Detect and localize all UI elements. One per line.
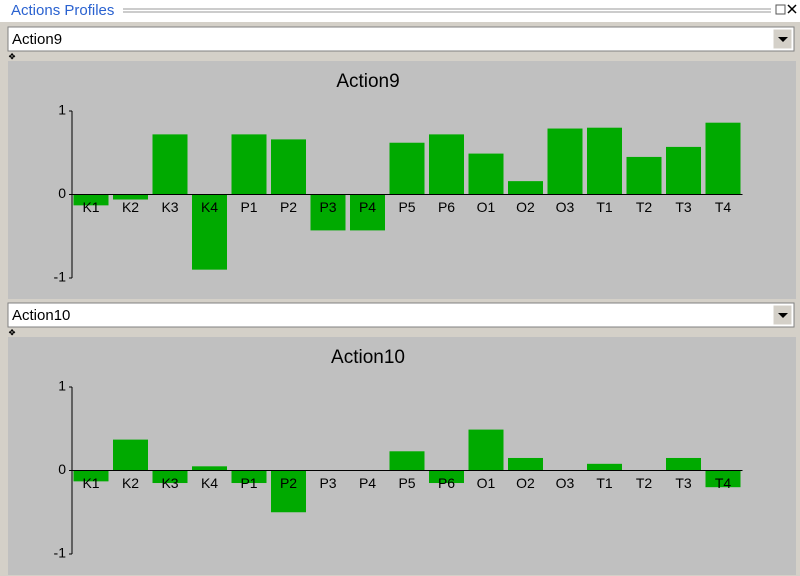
dropdown-text: Action9 bbox=[12, 31, 62, 48]
bar bbox=[113, 439, 148, 471]
x-tick-label: O2 bbox=[516, 199, 535, 215]
x-tick-label: O1 bbox=[477, 475, 496, 491]
bar bbox=[389, 451, 425, 471]
y-tick-label: 0 bbox=[58, 461, 66, 477]
y-tick-label: 1 bbox=[58, 378, 66, 394]
x-tick-label: T1 bbox=[596, 199, 613, 215]
bar bbox=[705, 470, 741, 488]
x-tick-label: O1 bbox=[477, 199, 496, 215]
x-tick-label: T3 bbox=[675, 199, 692, 215]
dropdown[interactable] bbox=[7, 302, 795, 328]
dropdown-text: Action10 bbox=[12, 307, 70, 324]
bar bbox=[429, 470, 464, 484]
x-tick-label: T4 bbox=[715, 475, 732, 491]
x-tick-label: P4 bbox=[359, 475, 376, 491]
splitter-icon: ❖ bbox=[8, 51, 16, 61]
x-tick-label: P3 bbox=[319, 475, 336, 491]
x-tick-label: P1 bbox=[240, 199, 257, 215]
maximize-button[interactable] bbox=[775, 4, 786, 15]
x-tick-label: K1 bbox=[82, 199, 99, 215]
dropdown[interactable] bbox=[7, 26, 795, 52]
bar bbox=[468, 429, 504, 471]
dropdown-arrow bbox=[778, 313, 788, 318]
bar bbox=[271, 139, 306, 195]
x-tick-label: P5 bbox=[398, 199, 415, 215]
window-title: Actions Profiles bbox=[11, 2, 114, 19]
x-tick-label: P4 bbox=[359, 199, 376, 215]
bar bbox=[666, 146, 701, 195]
x-tick-label: P3 bbox=[319, 199, 336, 215]
y-tick-label: -1 bbox=[54, 545, 67, 561]
x-tick-label: K4 bbox=[201, 475, 218, 491]
bar bbox=[389, 142, 425, 195]
bar bbox=[152, 470, 188, 484]
x-tick-label: P6 bbox=[438, 199, 455, 215]
bar bbox=[231, 134, 267, 195]
chart-title: Action10 bbox=[331, 347, 405, 368]
x-tick-label: P6 bbox=[438, 475, 455, 491]
x-tick-label: T2 bbox=[636, 475, 653, 491]
y-tick-label: 0 bbox=[58, 185, 66, 201]
x-tick-label: P1 bbox=[240, 475, 257, 491]
y-tick-label: 1 bbox=[58, 102, 66, 118]
bar bbox=[192, 194, 227, 270]
x-tick-label: K3 bbox=[161, 199, 178, 215]
x-tick-label: O3 bbox=[556, 475, 575, 491]
bar bbox=[508, 181, 543, 195]
x-tick-label: P5 bbox=[398, 475, 415, 491]
x-tick-label: P2 bbox=[280, 475, 297, 491]
bar bbox=[113, 194, 148, 200]
bar bbox=[587, 127, 622, 195]
x-tick-label: O2 bbox=[516, 475, 535, 491]
y-tick-label: -1 bbox=[54, 269, 67, 285]
bar bbox=[626, 156, 662, 195]
chart-title: Action9 bbox=[336, 71, 399, 92]
x-tick-label: K1 bbox=[82, 475, 99, 491]
x-tick-label: K3 bbox=[161, 475, 178, 491]
x-tick-label: T2 bbox=[636, 199, 653, 215]
x-tick-label: K4 bbox=[201, 199, 218, 215]
bar bbox=[587, 463, 622, 471]
bar bbox=[666, 457, 701, 471]
x-tick-label: O3 bbox=[556, 199, 575, 215]
bar bbox=[508, 457, 543, 471]
x-tick-label: T1 bbox=[596, 475, 613, 491]
bar bbox=[231, 470, 267, 484]
splitter-icon: ❖ bbox=[8, 327, 16, 337]
x-tick-label: T4 bbox=[715, 199, 732, 215]
dropdown-arrow bbox=[778, 37, 788, 42]
bar bbox=[73, 194, 109, 206]
bar bbox=[192, 466, 227, 471]
bar bbox=[468, 153, 504, 195]
x-tick-label: K2 bbox=[122, 199, 139, 215]
bar bbox=[547, 128, 583, 195]
bar bbox=[310, 194, 346, 231]
bar bbox=[152, 134, 188, 195]
bar bbox=[350, 194, 385, 231]
bar bbox=[429, 134, 464, 195]
bar bbox=[271, 470, 306, 513]
x-tick-label: K2 bbox=[122, 475, 139, 491]
close-button[interactable] bbox=[787, 4, 797, 14]
bar bbox=[73, 470, 109, 482]
title-bar bbox=[0, 0, 800, 22]
x-tick-label: P2 bbox=[280, 199, 297, 215]
bar bbox=[705, 122, 741, 195]
x-tick-label: T3 bbox=[675, 475, 692, 491]
